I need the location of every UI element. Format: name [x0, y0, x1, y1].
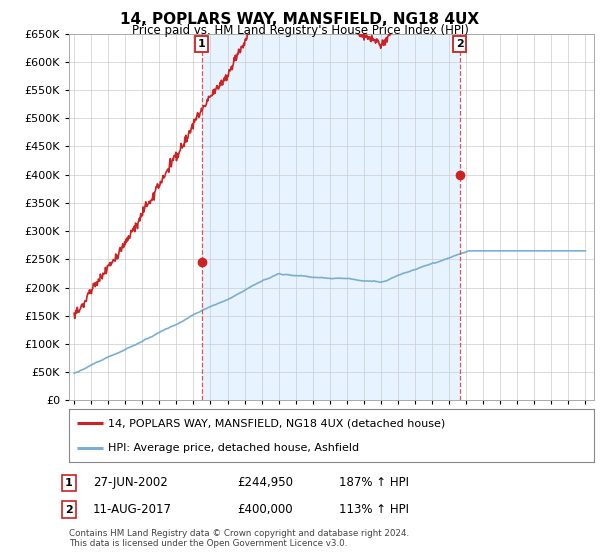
Text: 113% ↑ HPI: 113% ↑ HPI: [339, 503, 409, 516]
Text: £400,000: £400,000: [237, 503, 293, 516]
Text: 11-AUG-2017: 11-AUG-2017: [93, 503, 172, 516]
Text: 2: 2: [65, 505, 73, 515]
Bar: [202, 34, 460, 400]
Text: 27-JUN-2002: 27-JUN-2002: [93, 476, 168, 489]
Text: HPI: Average price, detached house, Ashfield: HPI: Average price, detached house, Ashf…: [109, 442, 359, 452]
Text: Price paid vs. HM Land Registry's House Price Index (HPI): Price paid vs. HM Land Registry's House …: [131, 24, 469, 36]
Text: This data is licensed under the Open Government Licence v3.0.: This data is licensed under the Open Gov…: [69, 539, 347, 548]
Text: 14, POPLARS WAY, MANSFIELD, NG18 4UX (detached house): 14, POPLARS WAY, MANSFIELD, NG18 4UX (de…: [109, 418, 446, 428]
Text: 14, POPLARS WAY, MANSFIELD, NG18 4UX: 14, POPLARS WAY, MANSFIELD, NG18 4UX: [121, 12, 479, 27]
Text: 1: 1: [198, 39, 206, 49]
Text: Contains HM Land Registry data © Crown copyright and database right 2024.: Contains HM Land Registry data © Crown c…: [69, 529, 409, 538]
Text: 1: 1: [65, 478, 73, 488]
Text: 187% ↑ HPI: 187% ↑ HPI: [339, 476, 409, 489]
Text: £244,950: £244,950: [237, 476, 293, 489]
Text: 2: 2: [455, 39, 463, 49]
